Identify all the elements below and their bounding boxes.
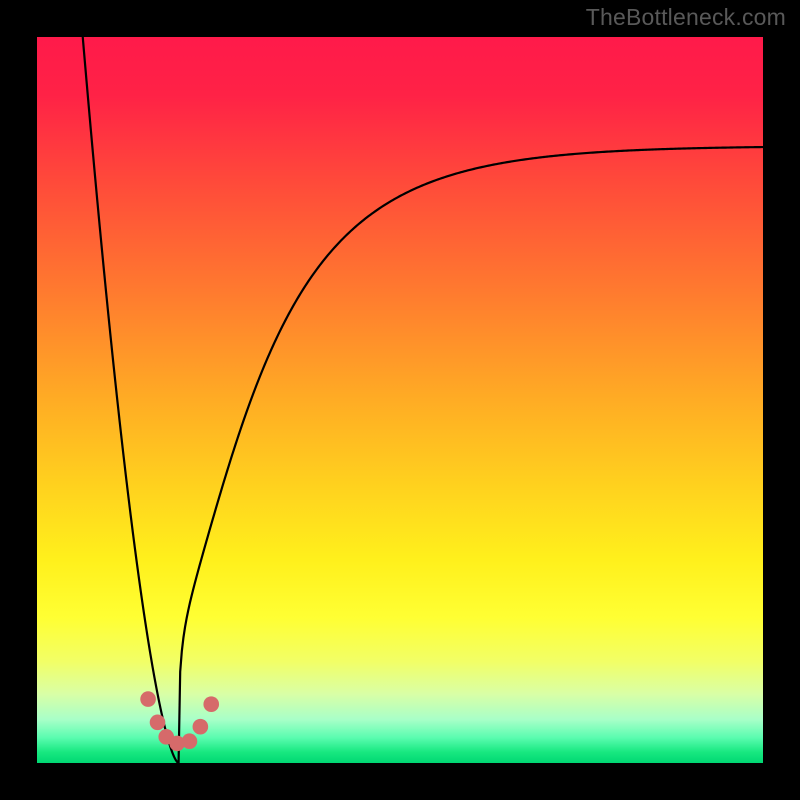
data-marker (150, 715, 166, 731)
gradient-background (37, 37, 763, 763)
data-marker (182, 733, 198, 749)
data-marker (193, 719, 209, 735)
data-marker (140, 691, 156, 707)
stage: TheBottleneck.com (0, 0, 800, 800)
data-marker (203, 696, 219, 712)
watermark-text: TheBottleneck.com (586, 4, 786, 31)
chart-svg (0, 0, 800, 800)
